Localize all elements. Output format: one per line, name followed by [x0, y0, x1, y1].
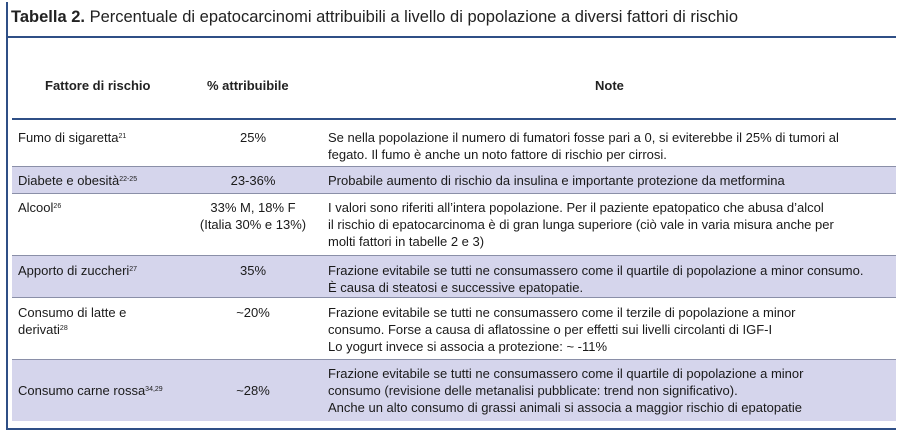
table-row: Fumo di sigaretta21 25% Se nella popolaz… — [12, 124, 896, 166]
header-notes: Note — [595, 78, 624, 93]
table-title-text: Percentuale di epatocarcinomi attribuibi… — [89, 8, 739, 26]
table-row: Consumo di latte e derivati28 ~20% Frazi… — [12, 297, 896, 359]
header-factor: Fattore di rischio — [45, 78, 151, 93]
factor-cell: Fumo di sigaretta21 — [18, 130, 127, 145]
table-frame — [6, 2, 896, 430]
note-cell: I valori sono riferiti all’intera popola… — [328, 200, 834, 249]
header-percent: % attribuibile — [207, 78, 289, 93]
table-row: Diabete e obesità22-25 23-36% Probabile … — [12, 166, 896, 193]
title-divider — [8, 36, 896, 38]
percent-cell: ~20% — [236, 305, 270, 320]
table-title: Tabella 2. Percentuale di epatocarcinomi… — [11, 8, 738, 27]
note-cell: Frazione evitabile se tutti ne consumass… — [328, 366, 804, 415]
table-row: Apporto di zuccheri27 35% Frazione evita… — [12, 255, 896, 297]
note-cell: Frazione evitabile se tutti ne consumass… — [328, 305, 796, 354]
note-cell: Se nella popolazione il numero di fumato… — [328, 130, 839, 162]
table-row: Alcool26 33% M, 18% F (Italia 30% e 13%)… — [12, 193, 896, 255]
factor-cell: Apporto di zuccheri27 — [18, 263, 138, 278]
percent-cell: ~28% — [236, 383, 270, 398]
table-row: Consumo carne rossa34,29 ~28% Frazione e… — [12, 359, 896, 421]
percent-cell: 23-36% — [230, 173, 276, 188]
factor-cell: Diabete e obesità22-25 — [18, 173, 138, 188]
factor-cell: Alcool26 — [18, 200, 62, 215]
table-title-label: Tabella 2. — [11, 8, 85, 26]
percent-cell: 33% M, 18% F (Italia 30% e 13%) — [199, 200, 307, 232]
percent-cell: 25% — [239, 130, 267, 145]
factor-cell: Consumo di latte e derivati28 — [18, 305, 127, 337]
note-cell: Frazione evitabile se tutti ne consumass… — [328, 263, 864, 295]
note-cell: Probabile aumento di rischio da insulina… — [328, 173, 785, 188]
header-divider — [12, 118, 896, 120]
percent-cell: 35% — [239, 263, 267, 278]
factor-cell: Consumo carne rossa34,29 — [18, 383, 163, 398]
